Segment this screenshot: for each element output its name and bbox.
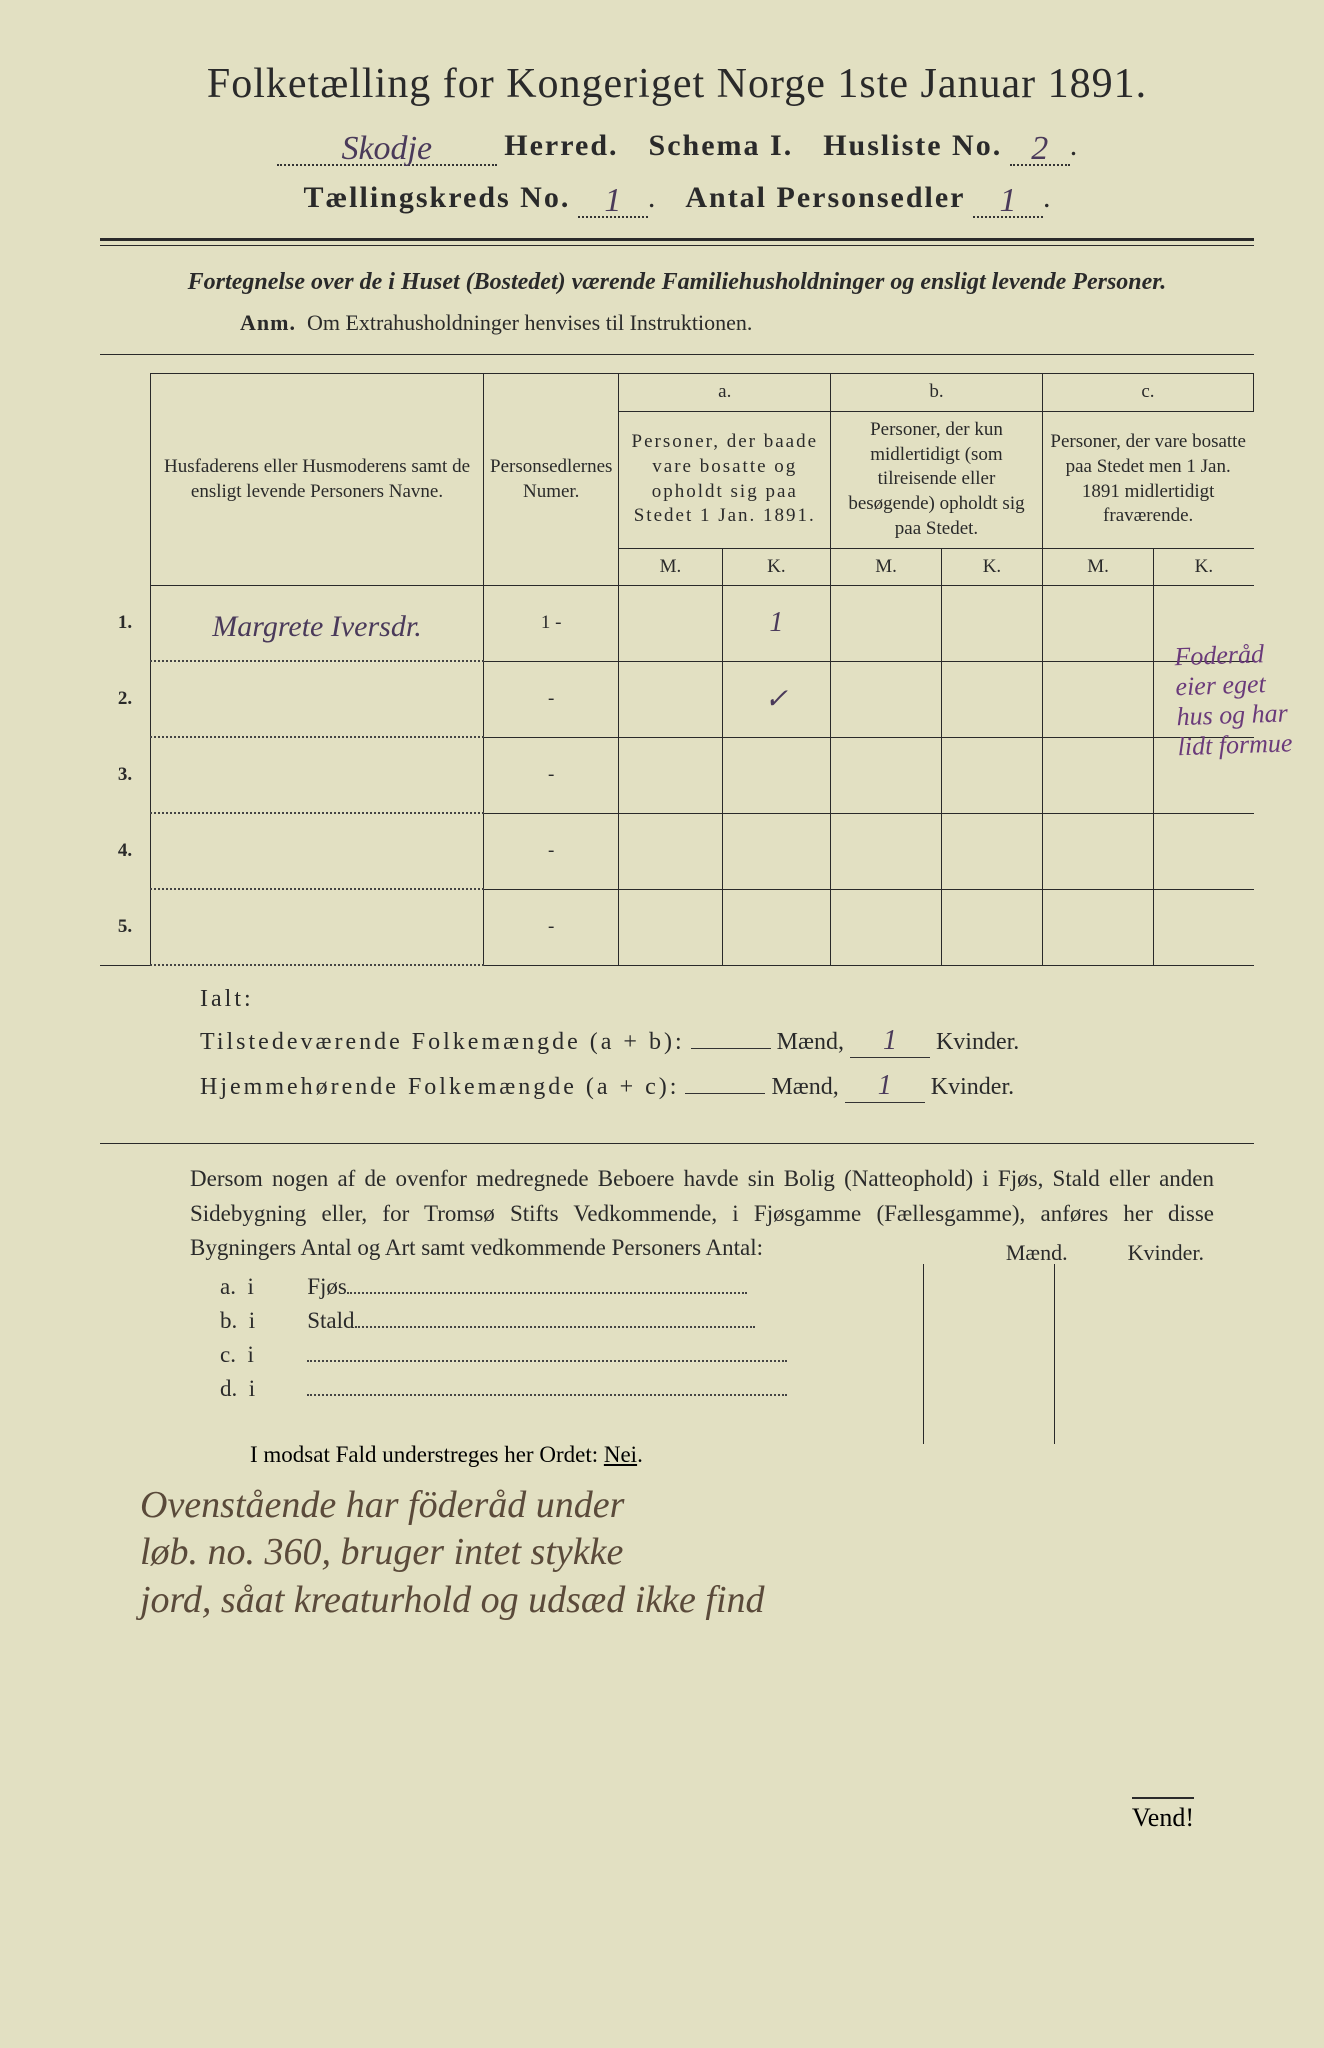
- col-c-text: Personer, der vare bosatte paa Stedet me…: [1042, 412, 1253, 548]
- col-b-letter: b.: [831, 374, 1043, 412]
- col-name: Husfaderens eller Husmoderens samt de en…: [151, 374, 484, 586]
- antal-label: Antal Personsedler: [685, 181, 965, 214]
- table-row: 2.-✓: [100, 661, 1254, 737]
- page-title: Folketælling for Kongeriget Norge 1ste J…: [100, 60, 1254, 108]
- kreds-value: 1: [604, 182, 621, 219]
- nei-word: Nei: [604, 1442, 637, 1467]
- col-a-letter: a.: [619, 374, 831, 412]
- col-b-m: M.: [831, 548, 942, 586]
- herred-line: Skodje Herred. Schema I. Husliste No. 2 …: [100, 126, 1254, 166]
- herred-label: Herred.: [504, 129, 618, 162]
- table-row: 1.Margrete Iversdr.1 -1: [100, 586, 1254, 662]
- r1-kvinder: 1: [883, 1025, 897, 1056]
- building-list: Mænd. Kvinder. a. i Fjøsb. i Staldc. i d…: [220, 1274, 1254, 1402]
- table-row: 4.-: [100, 813, 1254, 889]
- col-c-letter: c.: [1042, 374, 1253, 412]
- ialt-label: Ialt:: [200, 986, 254, 1012]
- hjemme-label: Hjemmehørende Folkemængde (a + c):: [200, 1074, 679, 1100]
- census-table: Husfaderens eller Husmoderens samt de en…: [100, 373, 1254, 966]
- col-b-k: K.: [942, 548, 1043, 586]
- nei-line: I modsat Fald understreges her Ordet: Ne…: [250, 1442, 1254, 1468]
- margin-handwriting: Foderåd eier eget hus og har lidt formue: [1174, 638, 1308, 762]
- husliste-value: 2: [1031, 130, 1048, 167]
- divider: [100, 1143, 1254, 1144]
- table-row: 5.-: [100, 889, 1254, 965]
- husliste-label: Husliste No.: [823, 129, 1002, 162]
- col-numer: Personsedlernes Numer.: [484, 374, 619, 586]
- col-a-text: Personer, der baade vare bosatte og opho…: [619, 412, 831, 548]
- herred-value: Skodje: [341, 130, 432, 167]
- schema-label: Schema I.: [649, 129, 794, 162]
- col-a-k: K.: [722, 548, 831, 586]
- anm-note: Anm. Om Extrahusholdninger henvises til …: [240, 310, 1254, 336]
- col-c-m: M.: [1042, 548, 1153, 586]
- form-description: Fortegnelse over de i Huset (Bostedet) v…: [140, 266, 1214, 298]
- kreds-label: Tællingskreds No.: [304, 181, 571, 214]
- col-b-text: Personer, der kun midlertidigt (som tilr…: [831, 412, 1043, 548]
- count-box: [923, 1264, 1184, 1444]
- r2-kvinder: 1: [878, 1070, 892, 1101]
- totals-section: Ialt: Tilstedeværende Folkemængde (a + b…: [200, 986, 1254, 1103]
- col-a-m: M.: [619, 548, 722, 586]
- census-form-page: Folketælling for Kongeriget Norge 1ste J…: [0, 0, 1324, 2048]
- divider: [100, 354, 1254, 355]
- maend-header: Mænd.: [1006, 1240, 1068, 1266]
- kvinder-header: Kvinder.: [1128, 1240, 1204, 1266]
- antal-value: 1: [999, 182, 1016, 219]
- bottom-handwriting: Ovenstående har föderåd under løb. no. 3…: [140, 1482, 1224, 1625]
- vend-label: Vend!: [1132, 1797, 1194, 1833]
- col-c-k: K.: [1154, 548, 1254, 586]
- tilstede-label: Tilstedeværende Folkemængde (a + b):: [200, 1029, 685, 1055]
- divider: [100, 238, 1254, 246]
- kreds-line: Tællingskreds No. 1 . Antal Personsedler…: [100, 178, 1254, 218]
- table-row: 3.-: [100, 737, 1254, 813]
